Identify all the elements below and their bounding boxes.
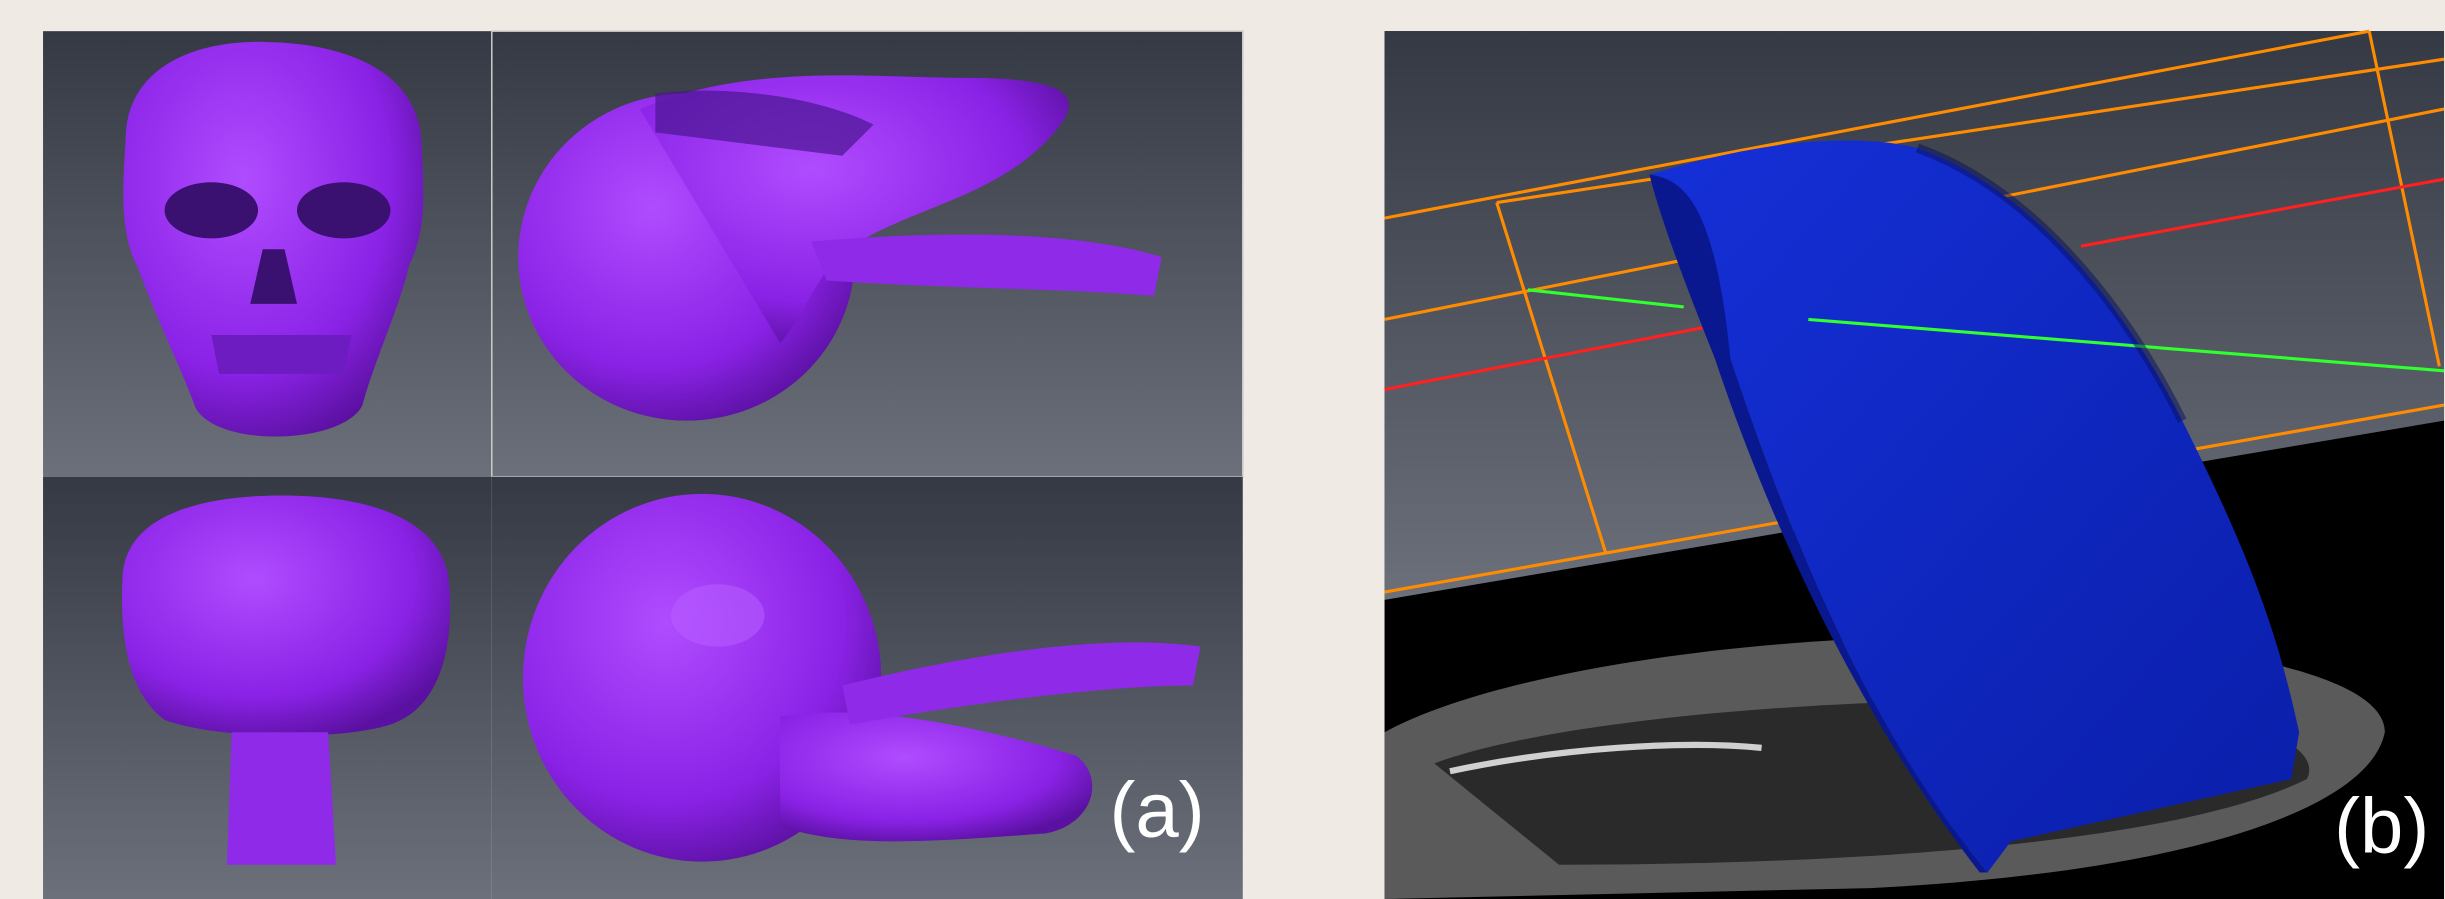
panel-label: (a): [1109, 766, 1204, 854]
cervical-spine: [227, 732, 336, 864]
figure: (a) (b): [0, 0, 2445, 899]
skull-back: [122, 495, 450, 735]
teeth: [211, 335, 351, 374]
eye-socket: [297, 182, 390, 238]
page: {"panels": [{"label": "(a)"}, {"label": …: [0, 0, 2445, 899]
eye-socket: [165, 182, 258, 238]
highlight: [671, 584, 764, 646]
panel-label: (b): [2334, 781, 2429, 869]
